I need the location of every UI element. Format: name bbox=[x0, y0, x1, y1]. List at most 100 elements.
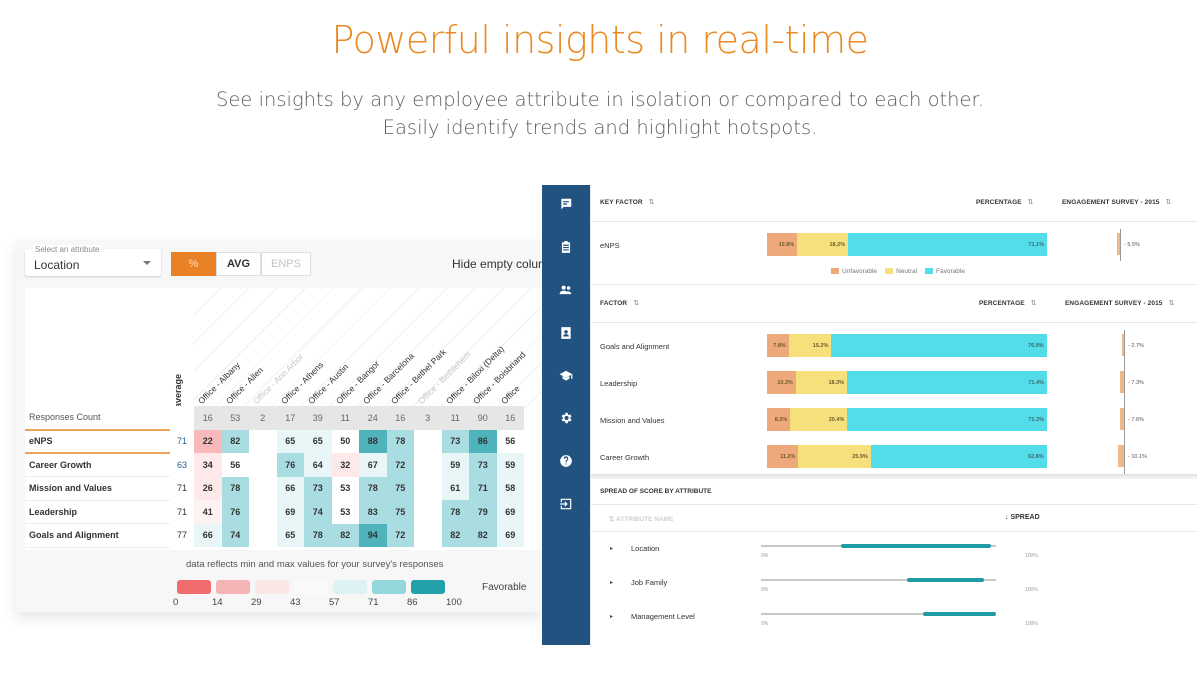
key-factor-header[interactable]: KEY FACTOR ⇅ bbox=[600, 199, 655, 206]
heatmap-cell[interactable]: 69 bbox=[496, 500, 524, 524]
table-row[interactable]: Career Growth 63 34 56 76 64 32 67 72 59 73 59 bbox=[25, 453, 524, 477]
heatmap-cell[interactable] bbox=[414, 476, 442, 500]
neutral-segment[interactable]: 15.2% bbox=[788, 334, 832, 357]
heatmap-cell[interactable]: 53 bbox=[331, 500, 359, 524]
heatmap-cell[interactable]: 67 bbox=[359, 453, 387, 477]
heatmap-cell[interactable]: 59 bbox=[496, 453, 524, 477]
mode-percent-button[interactable]: % bbox=[171, 252, 216, 276]
heatmap-cell[interactable]: 76 bbox=[276, 453, 304, 477]
percentage-header[interactable]: PERCENTAGE ⇅ bbox=[976, 199, 1034, 206]
heatmap-cell[interactable]: 94 bbox=[359, 523, 387, 547]
heatmap-cell[interactable]: 82 bbox=[469, 523, 497, 547]
heatmap-cell[interactable] bbox=[249, 476, 277, 500]
neutral-segment[interactable]: 18.3% bbox=[795, 371, 848, 394]
spread-attribute-name[interactable]: Location bbox=[631, 544, 660, 553]
heatmap-cell[interactable]: 58 bbox=[496, 476, 524, 500]
heatmap-cell[interactable]: 72 bbox=[386, 453, 414, 477]
factor-engagement-header[interactable]: ENGAGEMENT SURVEY - 2015 ⇅ bbox=[1065, 300, 1175, 307]
factor-stacked-bar[interactable]: 10.3% 18.3% 71.4% bbox=[767, 371, 1047, 394]
heatmap-cell[interactable]: 86 bbox=[469, 429, 497, 453]
heatmap-cell[interactable]: 73 bbox=[304, 476, 332, 500]
heatmap-cell[interactable]: 79 bbox=[469, 500, 497, 524]
neutral-segment[interactable]: 18.2% bbox=[797, 233, 849, 256]
heatmap-cell[interactable]: 78 bbox=[386, 429, 414, 453]
factor-stacked-bar[interactable]: 7.8% 15.2% 76.9% bbox=[767, 334, 1047, 357]
heatmap-cell[interactable]: 66 bbox=[194, 523, 222, 547]
hide-empty-columns-toggle[interactable]: Hide empty colur bbox=[452, 257, 542, 271]
table-row[interactable]: eNPS 71 22 82 65 65 50 88 78 73 86 56 bbox=[25, 428, 524, 454]
contact-card-icon[interactable] bbox=[559, 326, 573, 340]
heatmap-cell[interactable]: 73 bbox=[441, 429, 469, 453]
heatmap-cell[interactable]: 66 bbox=[276, 476, 304, 500]
table-row[interactable]: Leadership 71 41 76 69 74 53 83 75 78 79 69 bbox=[25, 500, 524, 524]
chat-icon[interactable] bbox=[559, 197, 573, 211]
heatmap-cell[interactable]: 59 bbox=[441, 453, 469, 477]
heatmap-cell[interactable]: 78 bbox=[221, 476, 249, 500]
heatmap-cell[interactable]: 64 bbox=[304, 453, 332, 477]
factor-stacked-bar[interactable]: 8.3% 20.4% 71.3% bbox=[767, 408, 1047, 431]
heatmap-cell[interactable]: 41 bbox=[194, 500, 222, 524]
heatmap-cell[interactable]: 65 bbox=[304, 429, 332, 453]
heatmap-cell[interactable]: 75 bbox=[386, 476, 414, 500]
factor-percentage-header[interactable]: PERCENTAGE ⇅ bbox=[979, 300, 1037, 307]
heatmap-cell[interactable]: 50 bbox=[331, 429, 359, 453]
favorable-segment[interactable]: 71.1% bbox=[848, 233, 1047, 256]
key-factor-stacked-bar[interactable]: 10.8% 18.2% 71.1% bbox=[767, 233, 1047, 256]
people-icon[interactable] bbox=[559, 283, 573, 297]
unfavorable-segment[interactable]: 10.3% bbox=[767, 371, 796, 394]
heatmap-cell[interactable]: 83 bbox=[359, 500, 387, 524]
unfavorable-segment[interactable]: 7.8% bbox=[767, 334, 789, 357]
gear-icon[interactable] bbox=[559, 411, 573, 425]
engagement-survey-header[interactable]: ENGAGEMENT SURVEY - 2015 ⇅ bbox=[1062, 199, 1172, 206]
heatmap-cell[interactable] bbox=[414, 500, 442, 524]
heatmap-cell[interactable]: 22 bbox=[194, 429, 222, 453]
heatmap-cell[interactable]: 56 bbox=[221, 453, 249, 477]
expand-caret-icon[interactable]: ▸ bbox=[610, 580, 614, 586]
favorable-segment[interactable]: 71.4% bbox=[847, 371, 1047, 394]
mode-enps-button[interactable]: ENPS bbox=[261, 252, 311, 276]
heatmap-cell[interactable]: 71 bbox=[469, 476, 497, 500]
heatmap-cell[interactable]: 74 bbox=[304, 500, 332, 524]
attribute-select[interactable]: Select an attribute Location bbox=[25, 245, 161, 276]
heatmap-cell[interactable]: 76 bbox=[221, 500, 249, 524]
attribute-name-header[interactable]: ⇅ ATTRIBUTE NAME bbox=[609, 516, 674, 523]
heatmap-cell[interactable] bbox=[249, 523, 277, 547]
favorable-segment[interactable]: 71.3% bbox=[847, 408, 1047, 431]
heatmap-cell[interactable] bbox=[414, 453, 442, 477]
expand-caret-icon[interactable]: ▸ bbox=[610, 614, 614, 620]
heatmap-cell[interactable] bbox=[414, 429, 442, 453]
neutral-segment[interactable]: 20.4% bbox=[790, 408, 848, 431]
heatmap-cell[interactable]: 26 bbox=[194, 476, 222, 500]
favorable-segment[interactable]: 62.8% bbox=[870, 445, 1047, 468]
heatmap-cell[interactable]: 82 bbox=[221, 429, 249, 453]
graduation-cap-icon[interactable] bbox=[559, 369, 573, 383]
help-icon[interactable] bbox=[559, 454, 573, 468]
logout-icon[interactable] bbox=[559, 497, 573, 511]
heatmap-cell[interactable]: 56 bbox=[496, 429, 524, 453]
heatmap-cell[interactable]: 32 bbox=[331, 453, 359, 477]
table-row[interactable]: Goals and Alignment 77 66 74 65 78 82 94 72 82 82 6… bbox=[25, 523, 524, 548]
heatmap-cell[interactable]: 65 bbox=[276, 429, 304, 453]
heatmap-cell[interactable]: 78 bbox=[304, 523, 332, 547]
expand-caret-icon[interactable]: ▸ bbox=[610, 546, 614, 552]
heatmap-cell[interactable]: 75 bbox=[386, 500, 414, 524]
heatmap-cell[interactable] bbox=[249, 429, 277, 453]
heatmap-cell[interactable] bbox=[249, 453, 277, 477]
heatmap-cell[interactable]: 72 bbox=[386, 523, 414, 547]
heatmap-cell[interactable]: 73 bbox=[469, 453, 497, 477]
unfavorable-segment[interactable]: 11.2% bbox=[767, 445, 799, 468]
heatmap-cell[interactable]: 88 bbox=[359, 429, 387, 453]
unfavorable-segment[interactable]: 10.8% bbox=[767, 233, 798, 256]
heatmap-cell[interactable] bbox=[249, 500, 277, 524]
heatmap-cell[interactable]: 61 bbox=[441, 476, 469, 500]
factor-header[interactable]: FACTOR ⇅ bbox=[600, 300, 640, 307]
heatmap-cell[interactable]: 34 bbox=[194, 453, 222, 477]
factor-stacked-bar[interactable]: 11.2% 25.9% 62.8% bbox=[767, 445, 1047, 468]
heatmap-cell[interactable]: 78 bbox=[441, 500, 469, 524]
favorable-segment[interactable]: 76.9% bbox=[831, 334, 1047, 357]
heatmap-cell[interactable]: 82 bbox=[441, 523, 469, 547]
heatmap-cell[interactable]: 82 bbox=[331, 523, 359, 547]
heatmap-cell[interactable]: 78 bbox=[359, 476, 387, 500]
spread-attribute-name[interactable]: Job Family bbox=[631, 578, 668, 587]
spread-sort-header[interactable]: ↓ SPREAD bbox=[1005, 514, 1040, 521]
